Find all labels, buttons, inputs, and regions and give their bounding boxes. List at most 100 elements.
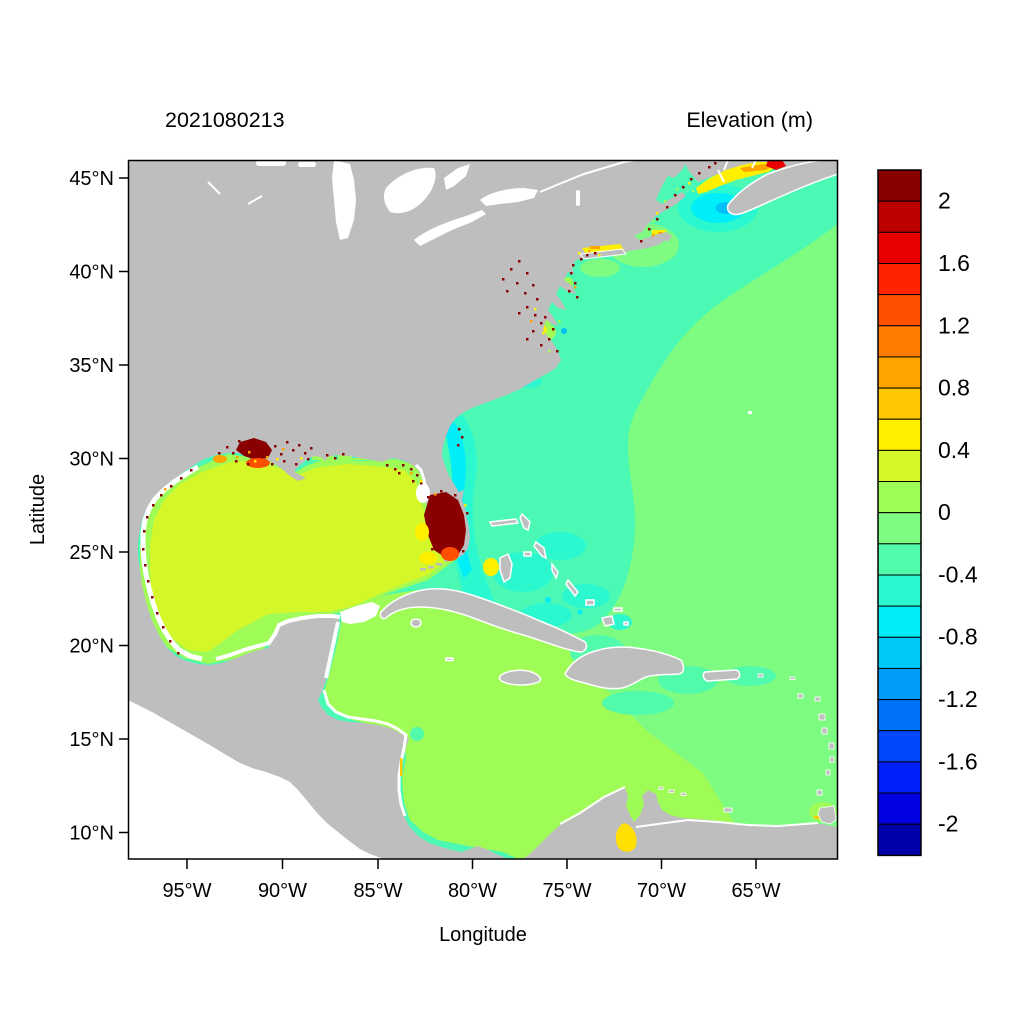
svg-text:0: 0 bbox=[938, 499, 951, 525]
island-grand-bahama bbox=[488, 518, 520, 527]
island-abaco bbox=[519, 512, 531, 532]
lake-maracaibo-yellow bbox=[615, 823, 637, 852]
x-tick-labels: 95°W 90°W 85°W 80°W 75°W 70°W 65°W bbox=[162, 880, 780, 902]
island-jamaica bbox=[498, 669, 542, 686]
green-patch-longisland bbox=[580, 259, 620, 277]
y-axis-title: Latitude bbox=[27, 474, 49, 545]
louisiana-orange2 bbox=[213, 455, 227, 463]
y-tick-labels: 45°N 40°N 35°N 30°N 25°N 20°N 15°N 10°N bbox=[69, 168, 114, 845]
svg-text:75°W: 75°W bbox=[542, 880, 591, 902]
island-mayaguana bbox=[613, 607, 623, 612]
colorbar bbox=[877, 169, 922, 857]
cape-cod-hook bbox=[650, 232, 672, 242]
island-hispaniola bbox=[564, 646, 685, 690]
svg-text:1.6: 1.6 bbox=[938, 250, 970, 276]
svg-text:30°N: 30°N bbox=[69, 449, 114, 471]
lakes-and-rivers bbox=[207, 160, 757, 414]
gulf-yellow bbox=[150, 460, 450, 652]
st-lawrence-river bbox=[539, 160, 637, 193]
trinidad-gold-sliver bbox=[814, 816, 821, 819]
cyan-dot-bahamas2 bbox=[577, 609, 583, 615]
river-lines bbox=[207, 160, 757, 205]
svg-text:0.8: 0.8 bbox=[938, 375, 970, 401]
caribbean-lightgreen bbox=[324, 590, 753, 859]
island-margarita bbox=[723, 807, 733, 813]
long-island-yellow bbox=[582, 244, 624, 254]
svg-text:80°W: 80°W bbox=[448, 880, 497, 902]
svg-text:-0.8: -0.8 bbox=[938, 624, 978, 650]
speckles-green bbox=[548, 188, 695, 353]
nicaragua-gold-sliver bbox=[400, 758, 403, 776]
svg-text:45°N: 45°N bbox=[69, 168, 114, 190]
svg-text:20°N: 20°N bbox=[69, 636, 114, 658]
bermuda bbox=[748, 411, 752, 414]
islands bbox=[379, 512, 837, 825]
louisiana-red-patch bbox=[236, 438, 272, 460]
island-inagua bbox=[600, 615, 615, 627]
tampa-white-pocket bbox=[416, 483, 430, 503]
svg-text:95°W: 95°W bbox=[162, 880, 211, 902]
lake-champlain bbox=[576, 190, 580, 206]
island-crooked bbox=[585, 599, 595, 606]
island-long-island bbox=[579, 248, 627, 260]
colorbar-frame bbox=[877, 169, 922, 857]
land-nova-scotia bbox=[726, 160, 838, 216]
louisiana-orange-blob bbox=[246, 458, 270, 468]
island-eleuthera bbox=[533, 540, 548, 560]
cyan-dot-bahamas1 bbox=[545, 597, 551, 603]
svg-text:10°N: 10°N bbox=[69, 823, 114, 845]
everglades-red-blob bbox=[424, 492, 466, 558]
svg-text:85°W: 85°W bbox=[353, 880, 402, 902]
speckles-dark-red bbox=[142, 162, 717, 655]
speckles-orange bbox=[164, 234, 655, 496]
pacific-no-data bbox=[128, 700, 384, 859]
lesser-antilles bbox=[658, 673, 837, 825]
y-axis bbox=[119, 177, 128, 834]
svg-text:15°N: 15°N bbox=[69, 729, 114, 751]
island-new-providence bbox=[523, 551, 532, 557]
lake-michigan bbox=[332, 160, 356, 240]
svg-text:35°N: 35°N bbox=[69, 355, 114, 377]
everglades-yellow2 bbox=[419, 552, 437, 564]
svg-text:2: 2 bbox=[938, 188, 951, 214]
georgian-bay bbox=[444, 164, 470, 190]
everglades-orange-spot bbox=[441, 547, 459, 561]
svg-text:0.4: 0.4 bbox=[938, 437, 970, 463]
svg-text:1.2: 1.2 bbox=[938, 312, 970, 338]
svg-text:-1.6: -1.6 bbox=[938, 748, 978, 774]
svg-text:-0.4: -0.4 bbox=[938, 561, 978, 587]
yellow-blob-andros bbox=[483, 558, 499, 576]
land-mainland bbox=[128, 160, 838, 859]
svg-text:-2: -2 bbox=[938, 811, 958, 837]
svg-text:25°N: 25°N bbox=[69, 542, 114, 564]
svg-text:90°W: 90°W bbox=[258, 880, 307, 902]
svg-text:70°W: 70°W bbox=[637, 880, 686, 902]
x-axis-title: Longitude bbox=[439, 924, 527, 946]
sky-dot-offshore bbox=[561, 328, 567, 334]
island-trinidad bbox=[817, 805, 837, 825]
yucatan-channel-white bbox=[340, 602, 380, 624]
speckles-yellow bbox=[254, 182, 691, 507]
island-isle-of-youth bbox=[410, 618, 422, 628]
fundy-orange-band bbox=[740, 164, 772, 172]
timestamp-title: 2021080213 bbox=[165, 108, 285, 132]
map-panel bbox=[128, 160, 838, 859]
lake-erie bbox=[414, 210, 486, 246]
long-island-orange bbox=[590, 246, 600, 249]
x-axis bbox=[186, 859, 757, 869]
ocean-atlantic-green bbox=[466, 223, 838, 859]
everglades-yellow1 bbox=[415, 523, 429, 541]
island-andros bbox=[499, 552, 513, 584]
island-puerto-rico bbox=[702, 669, 741, 682]
colorbar-labels: 2 1.6 1.2 0.8 0.4 0 -0.4 -0.8 -1.2 -1.6 … bbox=[938, 188, 978, 837]
lake-ontario bbox=[480, 188, 538, 206]
island-cayman bbox=[445, 657, 454, 662]
minas-red-spot bbox=[766, 160, 786, 170]
lake-superior-bit1 bbox=[256, 160, 286, 166]
svg-text:65°W: 65°W bbox=[731, 880, 780, 902]
lake-superior-bit2 bbox=[298, 162, 316, 167]
lake-huron bbox=[383, 167, 436, 214]
island-long-bahama bbox=[565, 578, 579, 598]
island-cat bbox=[551, 561, 559, 580]
legend-title: Elevation (m) bbox=[686, 108, 813, 132]
